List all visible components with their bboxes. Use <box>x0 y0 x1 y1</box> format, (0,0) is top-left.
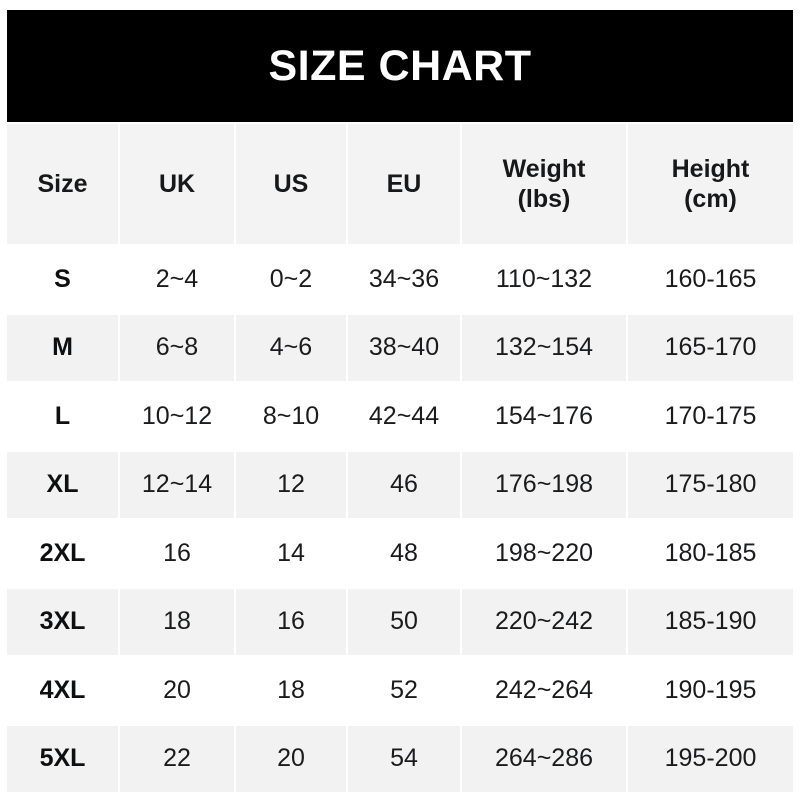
cell-height: 195-200 <box>627 724 793 794</box>
cell-height: 190-195 <box>627 656 793 726</box>
column-header-height: Height (cm) <box>627 124 793 246</box>
cell-us: 16 <box>235 587 348 657</box>
cell-size: S <box>7 245 120 315</box>
table-row: 4XL 20 18 52 242~264 190-195 <box>7 656 793 726</box>
size-chart: SIZE CHART Size UK US EU W <box>7 10 793 794</box>
cell-us: 0~2 <box>235 245 348 315</box>
column-header-uk: UK <box>119 124 236 246</box>
cell-height: 160-165 <box>627 245 793 315</box>
cell-height: 180-185 <box>627 519 793 589</box>
cell-weight: 176~198 <box>461 450 628 520</box>
table-header-row: Size UK US EU Weight (lbs) Height (cm) <box>7 124 793 246</box>
table-row: L 10~12 8~10 42~44 154~176 170-175 <box>7 382 793 452</box>
column-header-eu: EU <box>347 124 462 246</box>
cell-size: 3XL <box>7 587 120 657</box>
size-chart-table: Size UK US EU Weight (lbs) Height (cm) <box>7 124 793 794</box>
column-header-size: Size <box>7 124 120 246</box>
cell-uk: 16 <box>119 519 236 589</box>
table-row: XL 12~14 12 46 176~198 175-180 <box>7 450 793 520</box>
cell-uk: 10~12 <box>119 382 236 452</box>
cell-weight: 198~220 <box>461 519 628 589</box>
cell-uk: 22 <box>119 724 236 794</box>
cell-uk: 12~14 <box>119 450 236 520</box>
cell-us: 14 <box>235 519 348 589</box>
cell-eu: 46 <box>347 450 462 520</box>
cell-size: 4XL <box>7 656 120 726</box>
cell-uk: 20 <box>119 656 236 726</box>
cell-uk: 18 <box>119 587 236 657</box>
column-header-size-label: Size <box>37 169 88 198</box>
cell-eu: 52 <box>347 656 462 726</box>
cell-us: 20 <box>235 724 348 794</box>
cell-eu: 42~44 <box>347 382 462 452</box>
table-row: 3XL 18 16 50 220~242 185-190 <box>7 587 793 657</box>
table-row: 2XL 16 14 48 198~220 180-185 <box>7 519 793 589</box>
cell-us: 12 <box>235 450 348 520</box>
cell-us: 8~10 <box>235 382 348 452</box>
cell-weight: 220~242 <box>461 587 628 657</box>
cell-us: 18 <box>235 656 348 726</box>
cell-eu: 48 <box>347 519 462 589</box>
cell-height: 185-190 <box>627 587 793 657</box>
table-body: S 2~4 0~2 34~36 110~132 160-165 M 6~8 4~… <box>7 245 793 794</box>
column-header-height-label: Height <box>671 154 750 183</box>
column-header-weight: Weight (lbs) <box>461 124 628 246</box>
column-header-us: US <box>235 124 348 246</box>
cell-size: M <box>7 313 120 383</box>
cell-size: L <box>7 382 120 452</box>
cell-size: 2XL <box>7 519 120 589</box>
cell-uk: 2~4 <box>119 245 236 315</box>
cell-weight: 110~132 <box>461 245 628 315</box>
page-title: SIZE CHART <box>268 41 532 90</box>
cell-weight: 154~176 <box>461 382 628 452</box>
cell-weight: 132~154 <box>461 313 628 383</box>
table-row: M 6~8 4~6 38~40 132~154 165-170 <box>7 313 793 383</box>
column-header-weight-label: Weight <box>502 154 586 183</box>
cell-weight: 242~264 <box>461 656 628 726</box>
column-header-weight-unit: (lbs) <box>517 185 571 213</box>
table-row: 5XL 22 20 54 264~286 195-200 <box>7 724 793 794</box>
column-header-eu-label: EU <box>386 169 422 198</box>
cell-us: 4~6 <box>235 313 348 383</box>
cell-height: 170-175 <box>627 382 793 452</box>
column-header-height-unit: (cm) <box>684 185 737 213</box>
cell-size: 5XL <box>7 724 120 794</box>
cell-eu: 38~40 <box>347 313 462 383</box>
cell-height: 165-170 <box>627 313 793 383</box>
column-header-us-label: US <box>273 169 309 198</box>
cell-eu: 34~36 <box>347 245 462 315</box>
table-header: Size UK US EU Weight (lbs) Height (cm) <box>7 124 793 246</box>
column-header-uk-label: UK <box>158 169 196 198</box>
table-row: S 2~4 0~2 34~36 110~132 160-165 <box>7 245 793 315</box>
cell-eu: 54 <box>347 724 462 794</box>
cell-height: 175-180 <box>627 450 793 520</box>
cell-weight: 264~286 <box>461 724 628 794</box>
title-banner: SIZE CHART <box>7 10 793 122</box>
cell-eu: 50 <box>347 587 462 657</box>
cell-size: XL <box>7 450 120 520</box>
cell-uk: 6~8 <box>119 313 236 383</box>
